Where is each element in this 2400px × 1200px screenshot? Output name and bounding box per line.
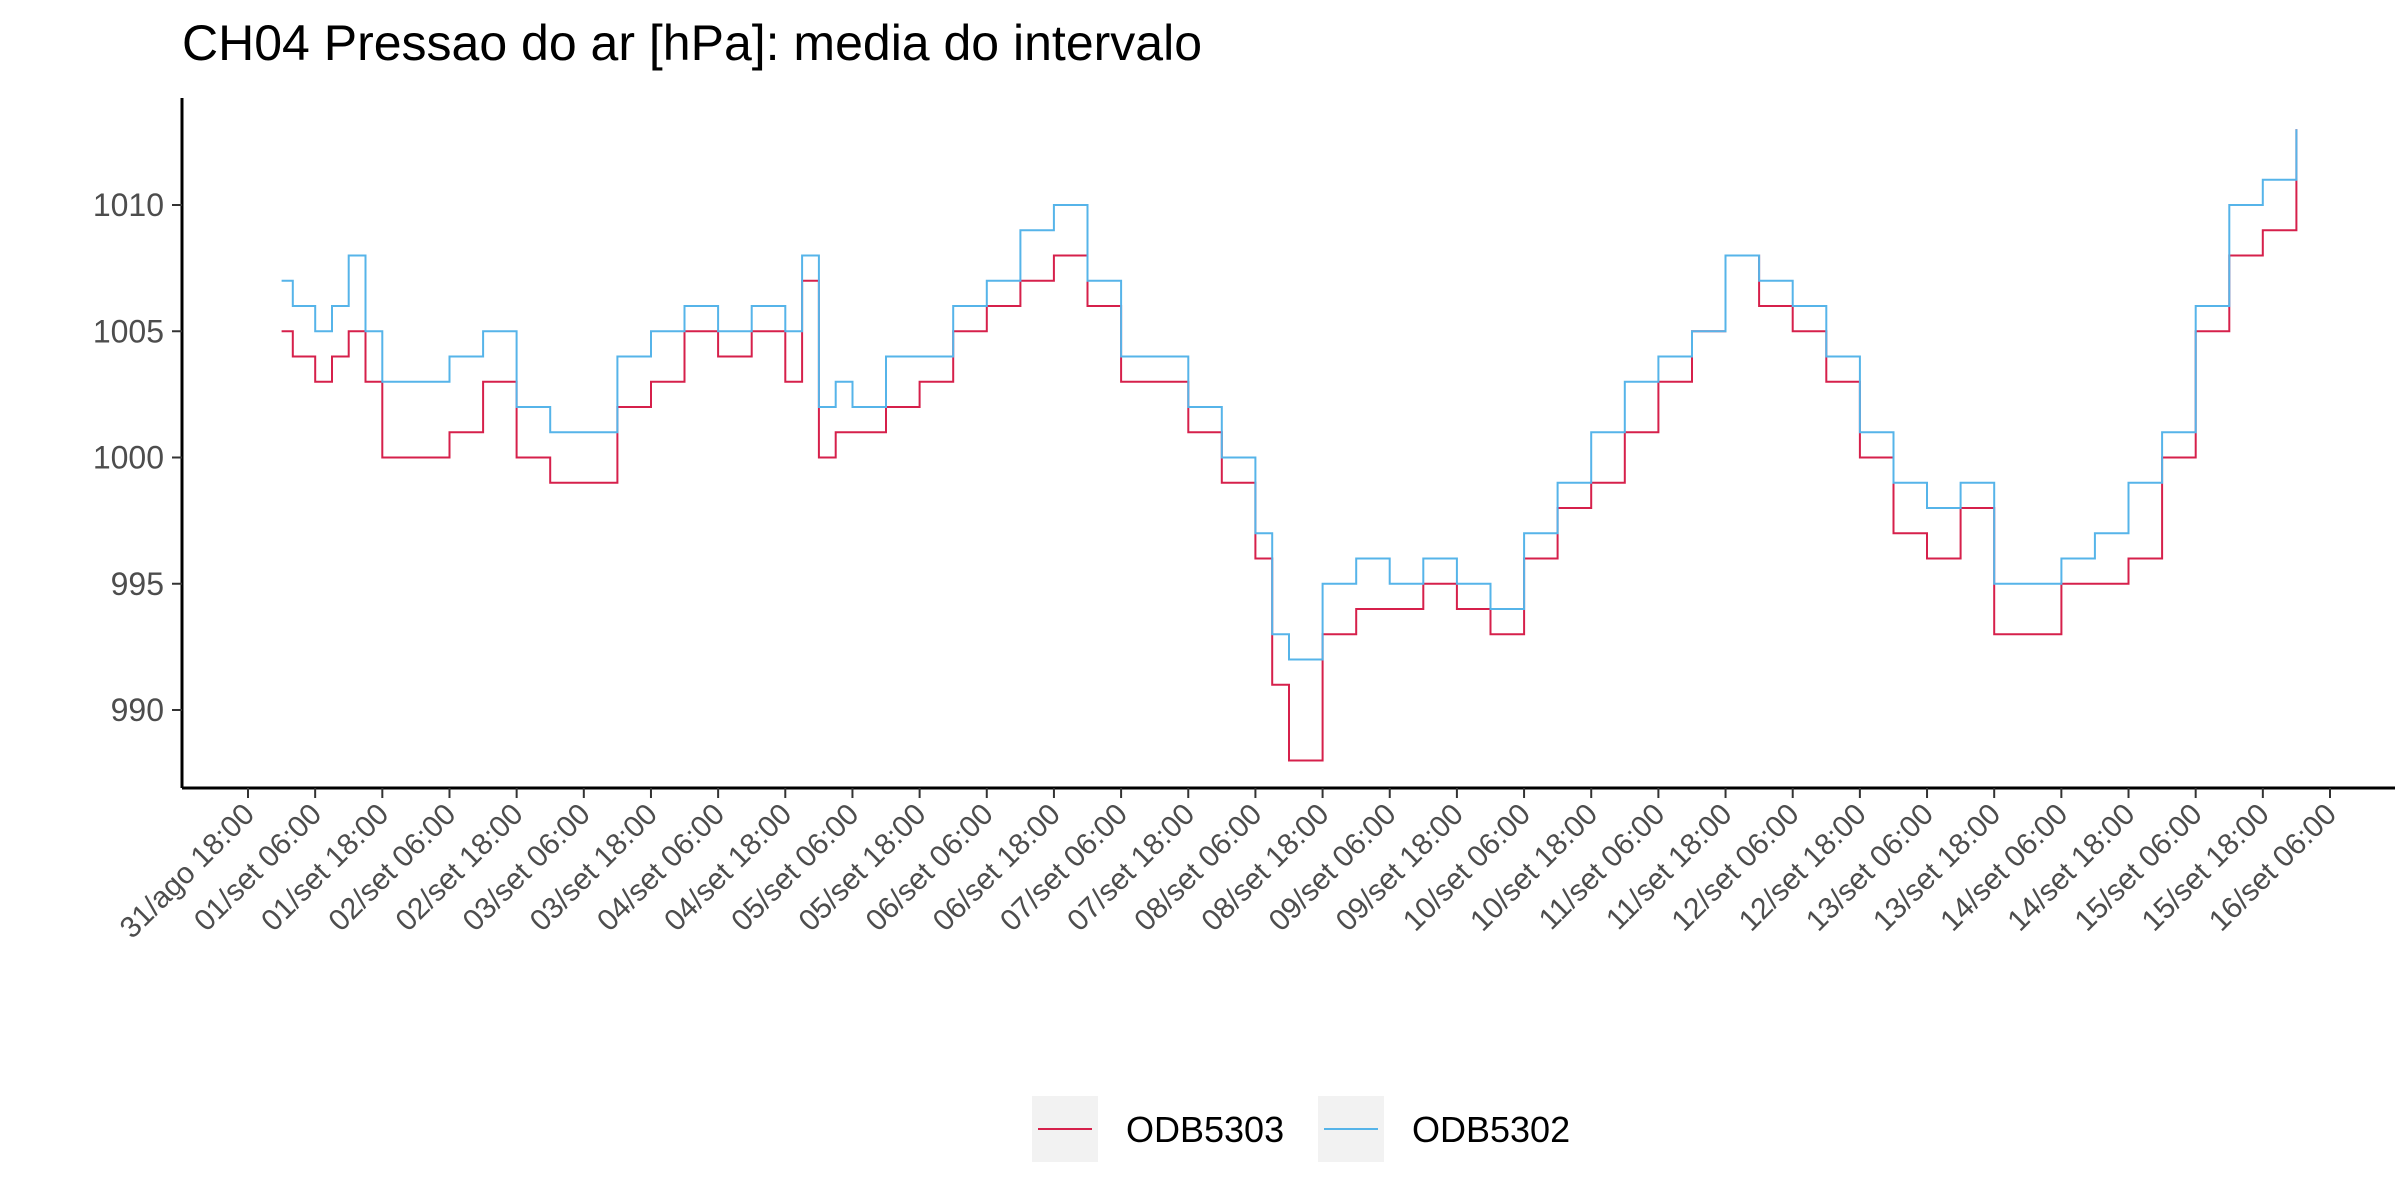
y-tick-label: 1010	[93, 187, 164, 223]
legend-label-odb5303: ODB5303	[1126, 1109, 1284, 1150]
series-line-odb5302	[281, 129, 2298, 661]
legend-label-odb5302: ODB5302	[1412, 1109, 1570, 1150]
y-ticks: 990 995 1000 1005 1010	[93, 187, 182, 728]
plot-lines	[281, 129, 2298, 762]
legend: ODB5303 ODB5302	[1032, 1096, 1570, 1162]
y-tick-label: 1000	[93, 440, 164, 476]
y-tick-label: 995	[111, 566, 164, 602]
y-tick-label: 1005	[93, 313, 164, 349]
y-tick-label: 990	[111, 692, 164, 728]
chart-title: CH04 Pressao do ar [hPa]: media do inter…	[182, 15, 1202, 71]
series-line-odb5303	[281, 129, 2298, 762]
